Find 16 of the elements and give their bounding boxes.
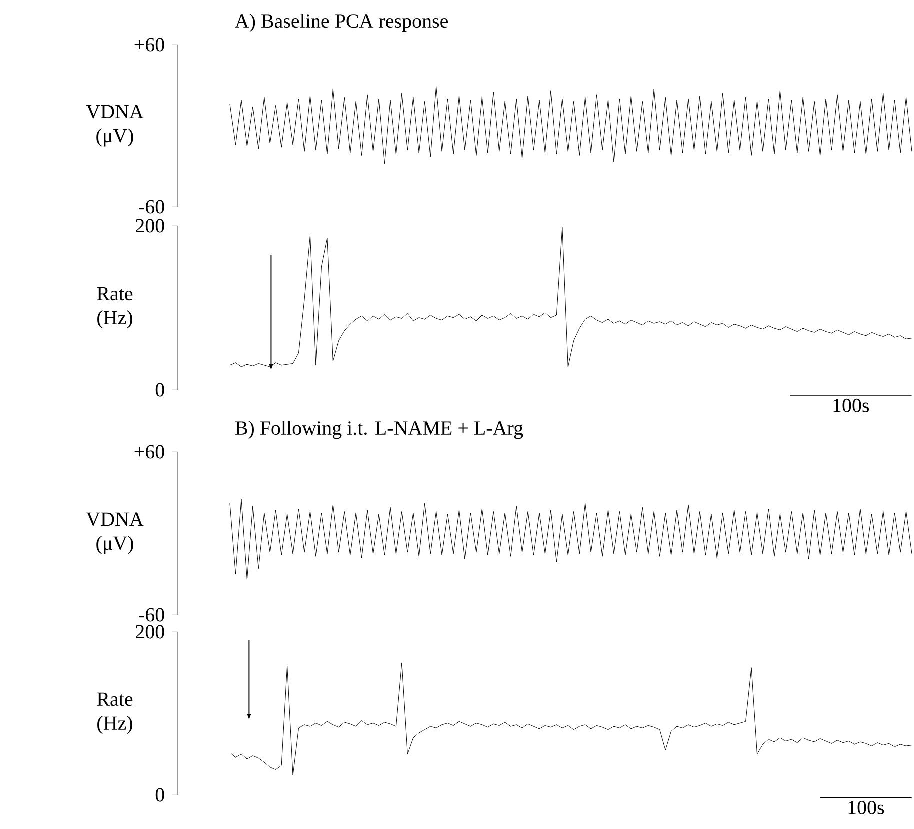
text: 100s — [848, 800, 884, 814]
y-axis-title: VDNA (μV) — [86, 512, 144, 554]
y-tick-label: +60 — [134, 445, 164, 459]
y-axis-title: Rate (Hz) — [97, 692, 133, 734]
y-tick-label: -60 — [139, 200, 164, 214]
y-tick-label: 200 — [136, 219, 164, 233]
y-tick-label: 200 — [136, 625, 164, 639]
y-tick-label: -60 — [139, 608, 164, 622]
y-axis-title: Rate (Hz) — [97, 287, 133, 329]
y-tick-label: 0 — [156, 788, 164, 802]
chart-title: A) Baseline PCA response — [235, 14, 448, 32]
text: 100s — [834, 398, 870, 412]
y-axis-title: VDNA (μV) — [86, 105, 144, 147]
chart-title: B) Following i.t. L-NAME + L-Arg — [235, 420, 524, 440]
y-tick-label: 0 — [156, 383, 164, 397]
y-tick-label: +60 — [134, 38, 164, 52]
